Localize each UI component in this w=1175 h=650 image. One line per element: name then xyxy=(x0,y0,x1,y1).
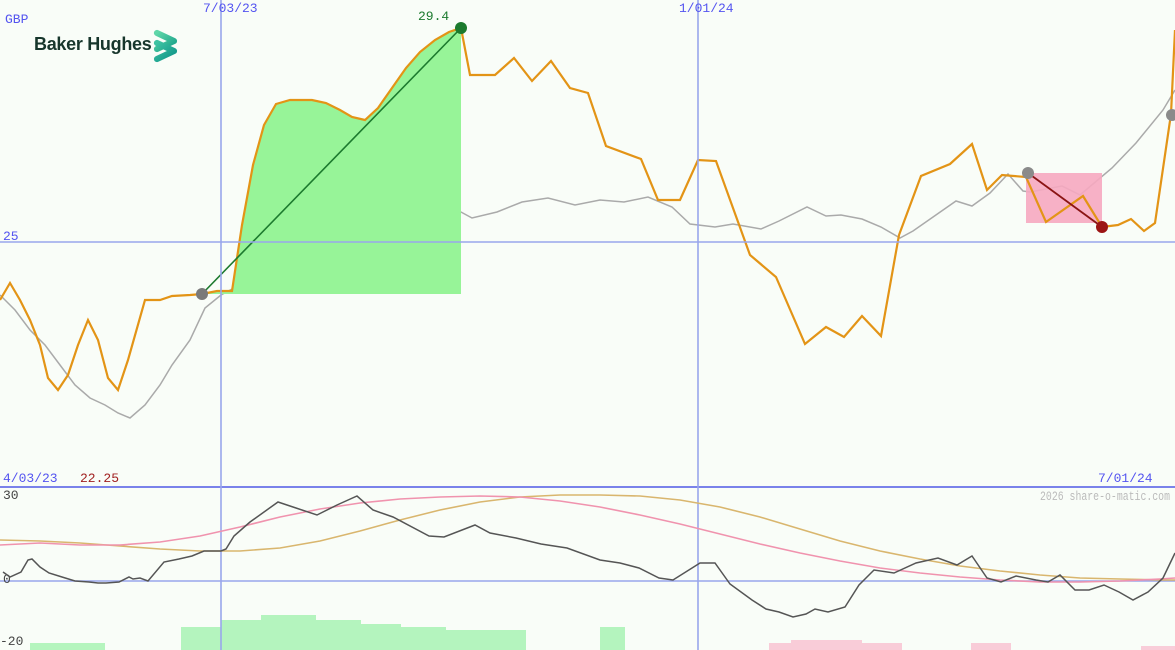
svg-text:1/01/24: 1/01/24 xyxy=(679,1,734,16)
svg-text:-20: -20 xyxy=(0,634,23,649)
svg-text:29.4: 29.4 xyxy=(418,9,449,24)
svg-text:2026 share-o-matic.com: 2026 share-o-matic.com xyxy=(1040,489,1170,504)
svg-text:Baker Hughes: Baker Hughes xyxy=(34,34,152,54)
svg-text:22.25: 22.25 xyxy=(80,471,119,486)
svg-text:30: 30 xyxy=(3,488,19,503)
svg-text:7/01/24: 7/01/24 xyxy=(1098,471,1153,486)
svg-text:25: 25 xyxy=(3,229,19,244)
svg-text:7/03/23: 7/03/23 xyxy=(203,1,258,16)
svg-text:4/03/23: 4/03/23 xyxy=(3,471,58,486)
svg-text:GBP: GBP xyxy=(5,12,29,27)
